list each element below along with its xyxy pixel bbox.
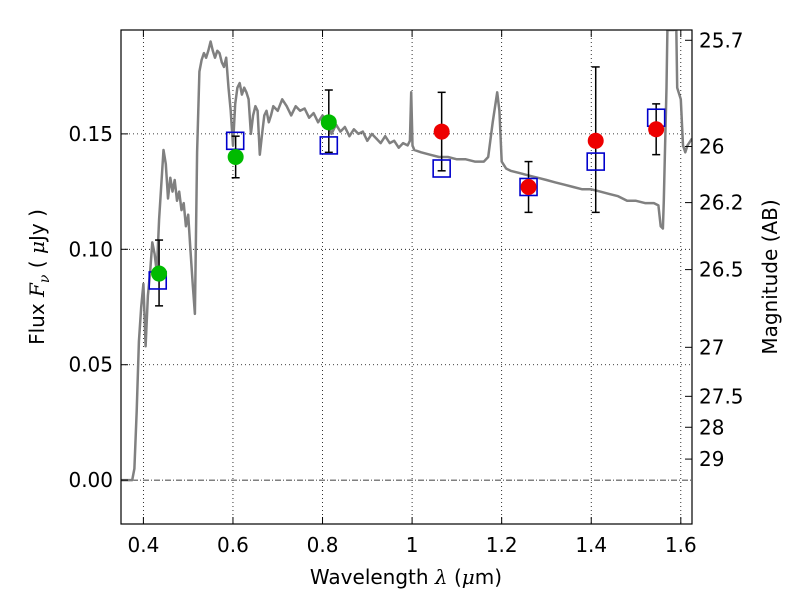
square-marker xyxy=(319,136,339,155)
mag-tick-label: 27.5 xyxy=(699,384,744,408)
ticks-group: 0.4 0.6 0.8 1 1.2 1.4 1.6 0.00 0.05 0.10 0.15 25.7 2… xyxy=(68,28,743,557)
x-tick-label: 1.6 xyxy=(665,533,697,557)
x-tick-label: 1.4 xyxy=(575,533,607,557)
red-circle-marker xyxy=(587,132,604,149)
x-tick-label: 0.8 xyxy=(307,533,339,557)
model-spectrum-line xyxy=(121,30,692,482)
mag-tick-label: 26.5 xyxy=(699,258,744,282)
x-tick-label: 1.2 xyxy=(486,533,518,557)
mag-tick-label: 26.2 xyxy=(699,191,744,215)
square-marker xyxy=(586,152,606,171)
mag-tick-label: 29 xyxy=(699,447,724,471)
y2-axis-title: Magnitude (AB) xyxy=(758,199,782,354)
red-circle-marker xyxy=(433,123,450,140)
red-circle-marker xyxy=(520,178,537,195)
square-marker xyxy=(432,159,451,178)
y-tick-label: 0.05 xyxy=(68,353,113,377)
y-tick-label: 0.15 xyxy=(68,122,113,146)
x-tick-label: 0.4 xyxy=(127,533,159,557)
green-circle-marker xyxy=(151,265,168,282)
y-tick-label: 0.10 xyxy=(68,237,113,261)
mag-tick-label: 26 xyxy=(699,134,724,158)
mag-tick-label: 28 xyxy=(699,415,724,439)
x-tick-label: 1 xyxy=(406,533,419,557)
green-circle-marker xyxy=(320,114,337,131)
grid xyxy=(121,30,692,524)
square-marker xyxy=(519,177,538,197)
model-spectrum-group xyxy=(121,30,692,482)
red-circle-marker xyxy=(648,121,665,138)
x-axis-title: Wavelength λ (μm) xyxy=(310,565,502,589)
y-axis-title: Flux Fν ( μJy ) xyxy=(25,209,53,345)
mag-tick-label: 27 xyxy=(699,335,724,359)
y-tick-label: 0.00 xyxy=(68,468,113,492)
plot-frame xyxy=(120,29,693,525)
green-circle-marker xyxy=(227,148,244,165)
circle-markers-group xyxy=(151,114,665,282)
mag-tick-label: 25.7 xyxy=(699,28,744,52)
x-tick-label: 0.6 xyxy=(217,533,249,557)
